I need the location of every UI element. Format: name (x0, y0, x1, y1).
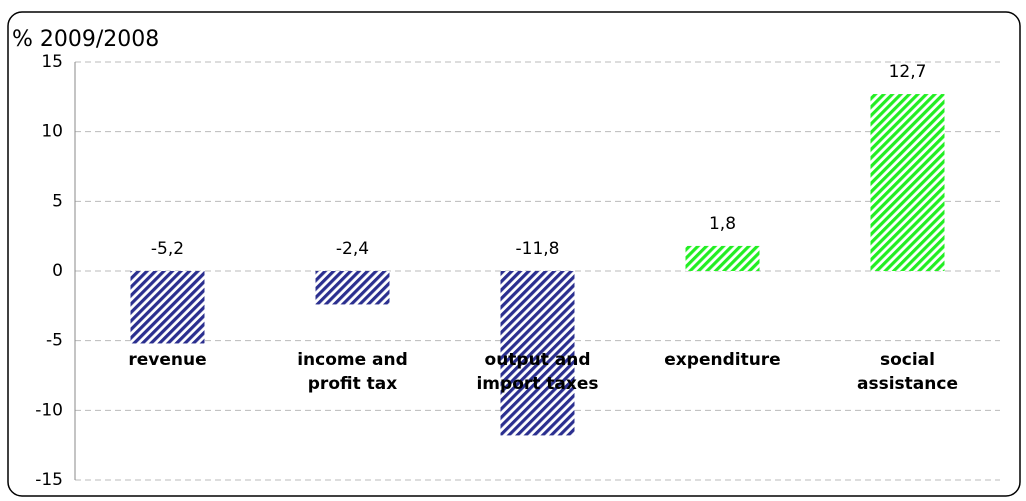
x-tick-label: expenditure (664, 350, 780, 370)
y-axis-title: % 2009/2008 (12, 27, 159, 52)
y-tick-label: 10 (41, 122, 63, 142)
x-tick-label: output and (485, 350, 591, 370)
y-tick-label: 0 (52, 261, 63, 281)
x-tick-label: income and (297, 350, 408, 370)
value-label: 1,8 (709, 214, 736, 234)
bar (870, 94, 945, 272)
x-tick-label: social (880, 350, 935, 370)
value-label: -11,8 (516, 239, 560, 259)
y-tick-label: 5 (52, 191, 63, 211)
chart-frame (7, 11, 1021, 497)
value-label: -5,2 (151, 239, 184, 259)
bar (685, 245, 760, 271)
bar (130, 271, 205, 344)
y-tick-label: -15 (35, 470, 63, 490)
value-label: 12,7 (889, 62, 927, 82)
y-tick-label: -10 (35, 400, 63, 420)
x-tick-label: import taxes (476, 374, 598, 394)
bar (500, 271, 575, 436)
x-tick-label: profit tax (308, 374, 397, 394)
x-tick-label: assistance (857, 374, 958, 394)
x-tick-label: revenue (128, 350, 206, 370)
bar (315, 271, 390, 305)
y-tick-label: 15 (41, 52, 63, 72)
y-tick-label: -5 (46, 331, 63, 351)
value-label: -2,4 (336, 239, 369, 259)
